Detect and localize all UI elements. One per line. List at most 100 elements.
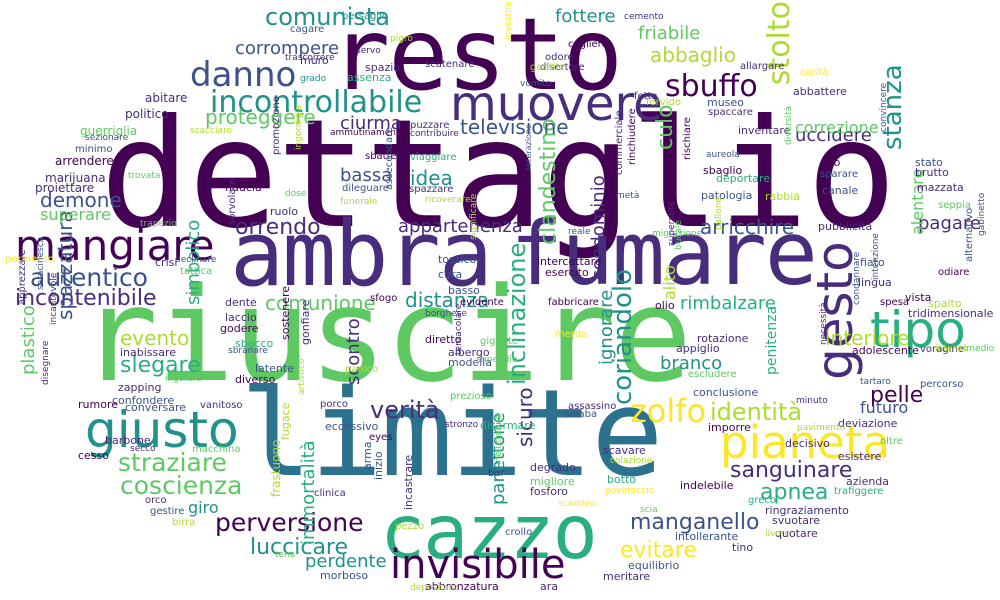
word-frastuono: frastuono xyxy=(269,439,283,497)
word-sostenere: sostenere xyxy=(279,285,292,340)
word-distanza: distanza xyxy=(405,288,490,312)
word-crollo: crollo xyxy=(505,527,533,538)
word-fugace: fugace xyxy=(279,402,292,440)
word-rischiare: rischiare xyxy=(682,117,693,160)
word-ruolo: ruolo xyxy=(270,205,299,218)
word-bersaglio: bersaglio xyxy=(342,11,388,22)
word-conversare: conversare xyxy=(125,401,187,414)
word-trovata: trovata xyxy=(128,171,161,181)
word-decisivo: decisivo xyxy=(785,437,830,450)
word-ignorare: ignorare xyxy=(596,289,617,365)
word-rinchiudere: rinchiudere xyxy=(627,108,638,165)
word-convincere: convincere xyxy=(879,82,889,132)
word-pagare: pagare xyxy=(918,213,981,234)
word-brutto: brutto xyxy=(915,166,949,179)
word-scia: scia xyxy=(640,505,658,515)
word-abbronzatura: abbronzatura xyxy=(425,580,499,593)
word-invisibile: invisibile xyxy=(390,542,566,588)
word-appartenenza: appartenenza xyxy=(398,216,523,237)
word-minimo: minimo xyxy=(75,144,113,155)
word-azienda: azienda xyxy=(846,475,890,488)
word-panico: panico xyxy=(345,364,379,375)
word-deviazione: deviazione xyxy=(838,417,898,430)
word-guerriglia: guerriglia xyxy=(80,124,138,138)
word-rotazione: rotazione xyxy=(697,332,749,345)
word-tossico: tossico xyxy=(438,253,477,266)
word-cura: cura xyxy=(438,268,463,281)
word-eccessivo: eccessivo xyxy=(325,420,379,433)
word-poveraccio: poveraccio xyxy=(605,486,655,496)
word-esistere: esistere xyxy=(838,450,882,463)
word-tipo: tipo xyxy=(870,301,966,359)
word-macchina: macchina xyxy=(192,444,241,455)
word-promozione: promozione xyxy=(271,96,282,155)
word-comunione: comunione xyxy=(265,291,376,315)
word-reale: reale xyxy=(568,227,591,237)
word-godere: godere xyxy=(220,322,259,335)
word-orrendo: orrendo xyxy=(235,215,321,240)
word-dileguare: dileguare xyxy=(342,183,389,194)
word-pallone: pallone xyxy=(714,197,724,230)
word-incontrollabile: incontrollabile xyxy=(210,85,423,120)
word-ciurma: ciurma xyxy=(340,113,402,134)
word-rimedio: rimedio xyxy=(960,344,995,354)
word-fabbricare: fabbricare xyxy=(548,297,599,308)
word-abbattere: abbattere xyxy=(793,85,847,98)
word-penitenza: penitenza xyxy=(764,305,780,375)
word-stato: stato xyxy=(915,156,943,169)
word-evento: evento xyxy=(120,326,190,350)
word-inventare: inventare xyxy=(738,124,791,137)
word-botto: botto xyxy=(607,473,637,486)
word-giro: giro xyxy=(188,498,219,517)
word-correzione: correzione xyxy=(795,118,879,137)
word-perdente: perdente xyxy=(305,551,387,572)
word-spalto: spalto xyxy=(928,297,962,310)
word-ara: ara xyxy=(540,580,559,593)
word-deportare: deportare xyxy=(716,172,771,185)
word-commerciale: commerciale xyxy=(614,110,625,175)
word-zapping: zapping xyxy=(118,381,162,394)
word-oltre: oltre xyxy=(880,436,903,447)
word-fervido: fervido xyxy=(646,97,681,108)
word-fumare: fumare xyxy=(510,202,818,305)
word-museo: museo xyxy=(707,96,744,109)
word-zolfo: zolfo xyxy=(630,392,707,430)
word-mazzata: mazzata xyxy=(917,181,964,194)
word-assenza: assenza xyxy=(347,71,392,84)
word-diversita: diversità xyxy=(784,105,794,145)
word-trafiggere: trafiggere xyxy=(834,486,884,497)
word-sbuffo: sbuffo xyxy=(665,69,758,104)
word-livore: livore xyxy=(765,529,790,539)
word-eyes: eyes xyxy=(369,432,393,443)
word-sicuro: sicuro xyxy=(513,387,537,447)
word-muro: muro xyxy=(300,54,329,67)
word-disertore: disertore xyxy=(540,62,585,73)
word-pelle: pelle xyxy=(870,383,924,408)
word-degrado: degrado xyxy=(530,461,576,474)
word-alito: alito xyxy=(660,265,679,300)
word-colazione: colazione xyxy=(610,456,653,466)
word-fosforo: fosforo xyxy=(530,485,568,498)
word-bassa: bassa xyxy=(340,165,393,186)
word-arrendere: arrendere xyxy=(55,154,114,168)
word-diretto: diretto xyxy=(425,333,462,346)
word-intenzione: intenzione xyxy=(871,233,881,280)
word-ingoiare: ingoiare xyxy=(165,374,202,384)
word-bucale: bucale xyxy=(674,220,684,250)
word-equilibrio: equilibrio xyxy=(628,559,680,572)
word-basso: basso xyxy=(448,284,480,297)
word-uccidere: uccidere xyxy=(795,125,872,146)
word-significare: significare xyxy=(469,193,479,240)
word-pianeta: pianeta xyxy=(720,416,891,469)
word-spazio: spazio xyxy=(365,61,401,74)
word-assassino: assassino xyxy=(568,401,617,412)
word-barbone: barbone xyxy=(105,434,151,447)
word-coscienza: coscienza xyxy=(120,471,243,500)
word-ineluttabile: ineluttabile xyxy=(494,414,504,465)
word-cazzo: cazzo xyxy=(380,488,598,576)
word-allargare: allargare xyxy=(740,61,785,72)
word-gestire: gestire xyxy=(150,506,185,517)
word-morboso: morboso xyxy=(320,569,369,582)
word-mangiare: mangiare xyxy=(15,221,215,270)
word-lingua: lingua xyxy=(858,276,892,289)
